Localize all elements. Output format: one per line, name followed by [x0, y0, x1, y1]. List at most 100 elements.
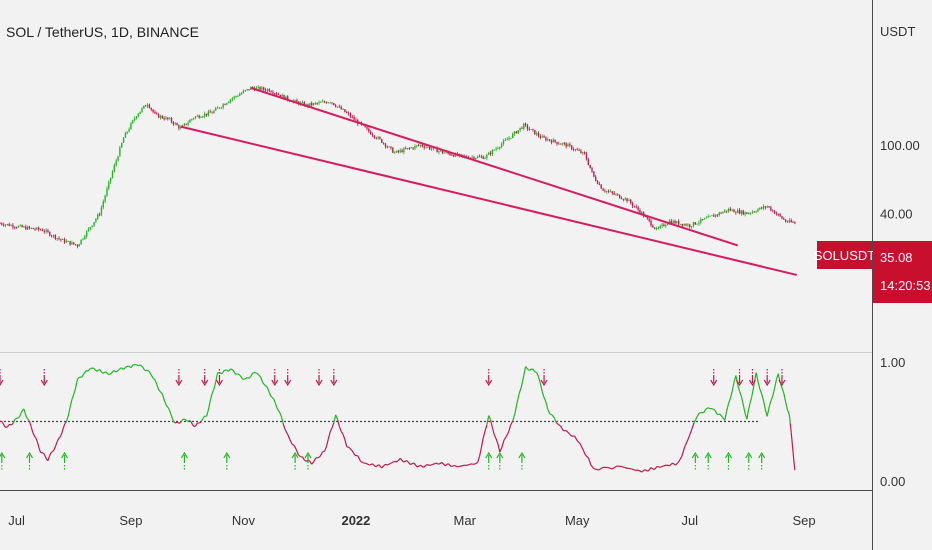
oscillator-segment [675, 461, 680, 466]
oscillator-segment [565, 430, 570, 434]
candle-body [613, 192, 615, 195]
candle-body [97, 214, 99, 219]
candle-body [71, 242, 73, 245]
candle-body [631, 203, 634, 206]
candle-body [154, 111, 156, 114]
oscillator-segment [357, 455, 362, 462]
oscillator-segment [792, 451, 795, 462]
last-price-label: 35.08 [880, 250, 913, 265]
candle-body [180, 127, 182, 129]
candle-body [216, 107, 219, 109]
candle-body [403, 148, 405, 153]
candle-body [0, 223, 1, 225]
candle-body [369, 131, 372, 135]
candle-body [687, 224, 689, 226]
oscillator-segment [150, 374, 154, 379]
candle-body [229, 99, 232, 102]
buy-signal-arrow [485, 451, 493, 459]
candle-body [644, 216, 647, 218]
candle-body [14, 227, 16, 229]
oscillator-segment [244, 377, 248, 380]
oscillator-segment [560, 425, 564, 432]
candle-body [327, 102, 329, 104]
candle-body [751, 211, 754, 213]
candle-body [718, 212, 720, 216]
candle-body [580, 150, 582, 154]
candle-body [635, 206, 637, 208]
candle-body [353, 116, 355, 120]
candle-body [622, 199, 625, 200]
candle-body [661, 224, 663, 226]
candle-body [334, 105, 337, 107]
candle-body [115, 160, 117, 166]
oscillator-segment [264, 384, 268, 388]
candle-body [630, 199, 632, 204]
oscillator-segment [738, 390, 742, 397]
candle-body [331, 102, 333, 104]
oscillator-segment [19, 411, 23, 416]
candle-body [113, 165, 116, 172]
oscillator-segment [303, 459, 307, 462]
candle-body [28, 226, 31, 228]
candle-body [275, 93, 278, 95]
ticker-badge[interactable] [817, 241, 872, 269]
candle-body [436, 148, 438, 153]
candle-body [694, 222, 696, 225]
oscillator-segment [135, 364, 139, 367]
buy-signal-arrow [691, 451, 699, 459]
candle-body [351, 116, 353, 118]
time-tick-label: 2022 [341, 513, 370, 528]
oscillator-segment [482, 431, 486, 439]
trendline-2[interactable] [180, 125, 797, 276]
oscillator-segment [520, 376, 525, 388]
candle-body [17, 226, 20, 228]
oscillator-layer [0, 364, 796, 473]
oscillator-segment [473, 461, 478, 465]
oscillator-segment [96, 368, 100, 372]
candle-body [449, 153, 451, 156]
oscillator-segment [75, 378, 79, 389]
time-tick-label: Sep [793, 513, 816, 528]
oscillator-segment [497, 443, 501, 453]
oscillator-segment [17, 416, 20, 419]
candle-body [720, 212, 722, 214]
candle-body [274, 93, 276, 95]
price-tick-label: 40.00 [880, 206, 913, 221]
candle-body [674, 220, 676, 224]
oscillator-segment [225, 369, 229, 372]
oscillator-segment [607, 466, 613, 470]
candle-body [263, 87, 265, 90]
oscillator-segment [322, 450, 325, 453]
candle-body [344, 109, 346, 113]
candle-body [281, 94, 283, 97]
candle-body [430, 148, 433, 150]
candle-body [218, 107, 221, 109]
candle-body [30, 227, 33, 229]
candle-body [117, 156, 119, 161]
candle-body [56, 238, 58, 239]
oscillator-segment [681, 446, 686, 457]
candle-body [530, 129, 532, 130]
candle-body [405, 148, 407, 150]
candle-body [781, 216, 783, 219]
candle-body [130, 123, 132, 129]
candle-body [441, 150, 444, 154]
candle-body [594, 176, 597, 181]
candle-body [375, 137, 377, 139]
candle-body [773, 210, 776, 214]
candle-body [443, 152, 446, 154]
candle-body [548, 139, 551, 141]
oscillator-segment [372, 463, 377, 468]
candle-body [696, 223, 698, 225]
oscillator-segment [120, 367, 124, 370]
candle-body [198, 115, 200, 118]
candle-body [783, 218, 785, 220]
candle-body [559, 143, 562, 145]
candle-body [794, 222, 796, 224]
candle-body [596, 180, 599, 184]
trendline-1[interactable] [250, 86, 739, 247]
candle-body [572, 149, 575, 151]
candle-body [82, 238, 84, 240]
oscillator-segment [579, 443, 584, 450]
